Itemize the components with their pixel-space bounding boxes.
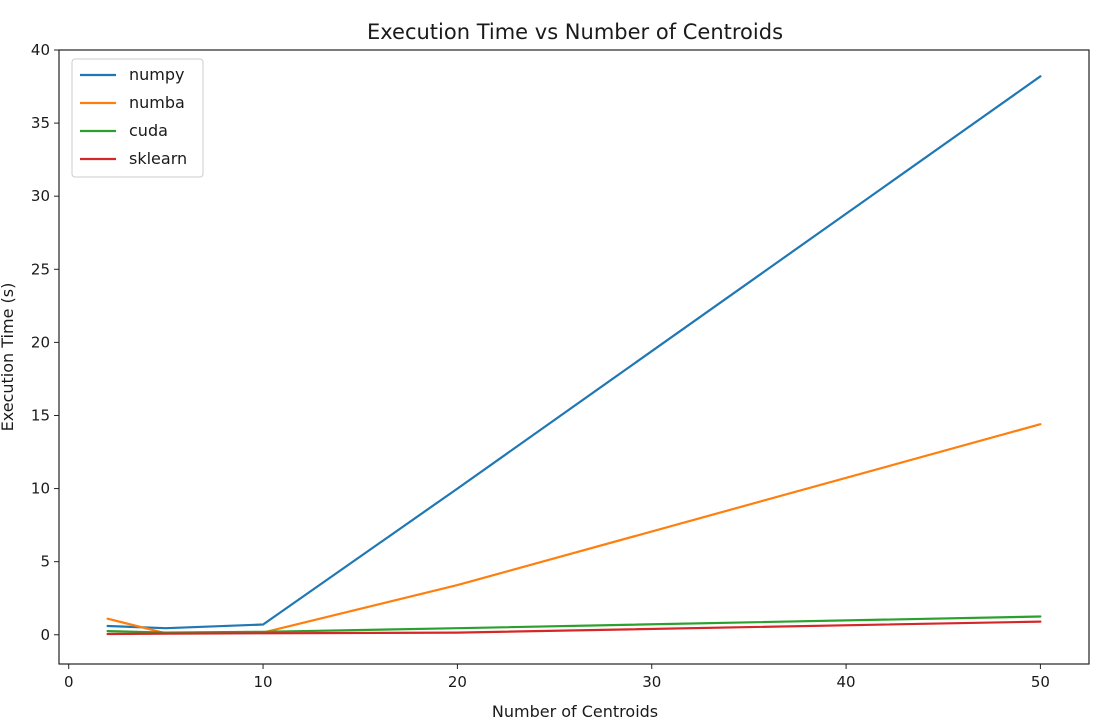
series-lines bbox=[106, 75, 1042, 636]
chart-title: Execution Time vs Number of Centroids bbox=[367, 20, 783, 44]
y-tick-label: 20 bbox=[31, 333, 50, 351]
y-tick-label: 0 bbox=[40, 626, 50, 644]
x-tick-label: 30 bbox=[642, 673, 661, 691]
legend-label-cuda: cuda bbox=[129, 121, 168, 140]
x-axis-label: Number of Centroids bbox=[492, 702, 658, 721]
y-tick-label: 10 bbox=[31, 480, 50, 498]
x-tick-label: 0 bbox=[64, 673, 74, 691]
plot-area bbox=[58, 49, 1090, 665]
y-tick-label: 5 bbox=[40, 553, 50, 571]
x-tick-label: 40 bbox=[837, 673, 856, 691]
series-line-cuda bbox=[106, 615, 1042, 634]
y-tick-label: 30 bbox=[31, 187, 50, 205]
x-tick-label: 50 bbox=[1031, 673, 1050, 691]
y-axis: 0 5 10 15 20 25 30 35 40 bbox=[31, 41, 59, 644]
legend: numpy numba cuda sklearn bbox=[71, 58, 204, 178]
y-tick-label: 40 bbox=[31, 41, 50, 59]
legend-label-sklearn: sklearn bbox=[129, 149, 187, 168]
legend-box bbox=[71, 58, 204, 178]
series-line-sklearn bbox=[106, 620, 1042, 636]
x-tick-label: 20 bbox=[448, 673, 467, 691]
legend-label-numpy: numpy bbox=[129, 65, 185, 84]
x-tick-label: 10 bbox=[254, 673, 273, 691]
y-tick-label: 35 bbox=[31, 114, 50, 132]
legend-label-numba: numba bbox=[129, 93, 185, 112]
y-tick-label: 25 bbox=[31, 260, 50, 278]
y-tick-label: 15 bbox=[31, 406, 50, 424]
y-axis-label: Execution Time (s) bbox=[0, 283, 17, 432]
x-axis: 0 10 20 30 40 50 bbox=[64, 664, 1050, 691]
